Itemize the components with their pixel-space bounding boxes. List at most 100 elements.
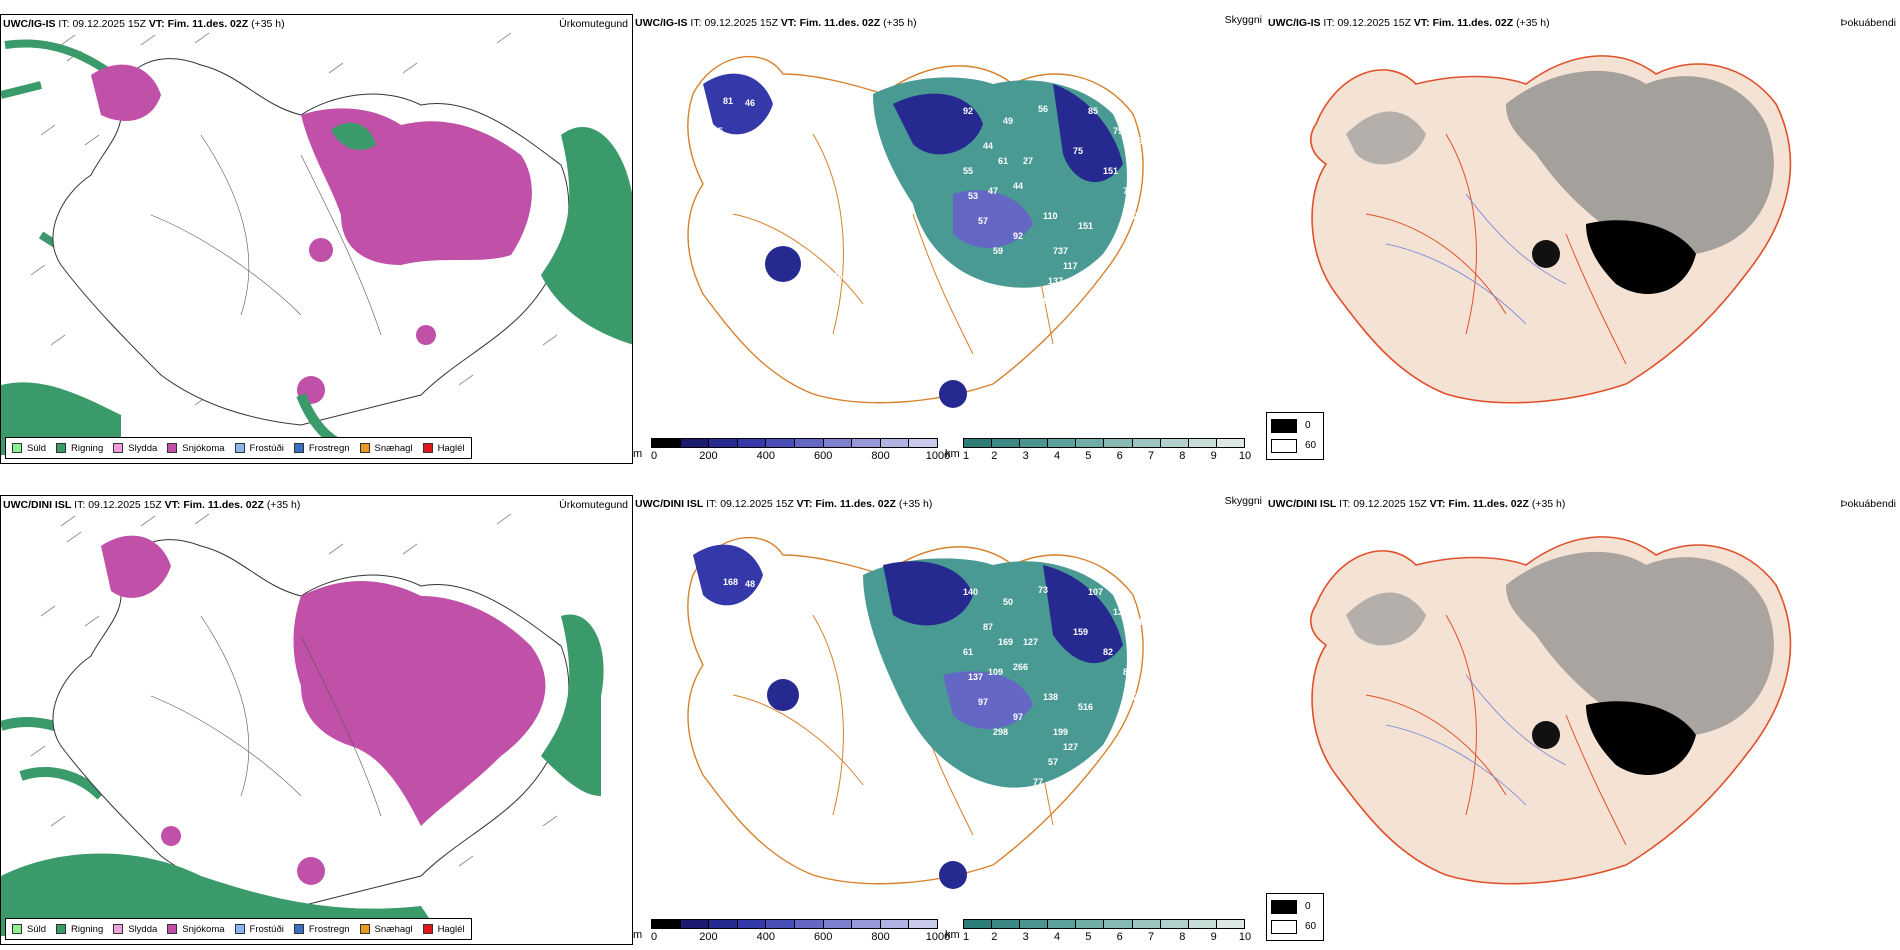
legend-swatch: [234, 443, 245, 453]
cloud-base-label: 59: [993, 246, 1003, 256]
fog-panel-label-row2: Þokuábendi: [1840, 498, 1896, 510]
colorbar-tick: 5: [1085, 931, 1092, 943]
colorbar-tick: 6: [1116, 450, 1123, 462]
fog-legend-swatch-0: [1271, 419, 1297, 433]
colorbar-cell: [737, 439, 767, 447]
legend-item-frostúði: Frostúði: [234, 924, 284, 935]
colorbar-tick: 3: [1022, 931, 1029, 943]
colorbar-tick: 10: [1238, 931, 1252, 943]
cloud-base-label: 50: [1003, 597, 1013, 607]
colorbar-cell: [852, 920, 881, 928]
colorbar-unit: m: [633, 448, 643, 460]
legend-label: Frostregn: [308, 442, 350, 454]
cloud-map-row1: 81 46 75 93 55 125 10 92 49 56 85 79 44 64 55 151 61 27 75…: [687, 55, 1163, 408]
legend-label: Slydda: [128, 923, 158, 935]
fog-panel-label-row1: Þokuábendi: [1840, 17, 1896, 29]
legend-swatch: [113, 924, 124, 934]
colorbar-tick: 7: [1147, 450, 1155, 462]
legend-item-rigning: Rigning: [56, 924, 103, 935]
legend-swatch: [293, 443, 304, 453]
cloud-base-label: 326: [1053, 366, 1068, 376]
colorbar-tick: 200: [699, 450, 718, 462]
fog-panel-row1: UWC/IG-IS IT: 09.12.2025 15Z VT: Fim. 11…: [1266, 14, 1900, 464]
precip-map-row1: [1, 32, 632, 455]
cloud-base-label: 365: [1113, 261, 1128, 271]
cloud-base-label: 516: [1078, 702, 1093, 712]
cloud-base-label: 44: [983, 141, 993, 151]
cloud-base-label: 186: [1043, 356, 1058, 366]
legend-swatch: [359, 924, 370, 934]
colorbar-cell: [1076, 920, 1105, 928]
colorbar-cell: [1188, 439, 1217, 447]
colorbar-cell: [652, 920, 681, 928]
legend-label: Snæhagl: [374, 442, 413, 454]
cloud-base-label: 90: [1053, 817, 1063, 827]
cloud-base-label: 55: [743, 136, 753, 146]
cloud-base-label: 127: [1023, 637, 1038, 647]
cloud-base-label: 57: [978, 216, 988, 226]
cloud-base-label: 53: [968, 191, 978, 201]
colorbar-tick: 400: [756, 931, 775, 943]
cloud-base-label: 221: [1083, 787, 1098, 797]
cloud-base-label: 61: [963, 647, 973, 657]
colorbar-cell: [1020, 920, 1049, 928]
cloud-base-label: 125: [723, 151, 738, 161]
colorbar-tick: 0: [651, 931, 658, 943]
cloud-base-label: 79: [1113, 126, 1123, 136]
cloud-base-label: 93: [783, 116, 793, 126]
legend-label: Snjókoma: [182, 442, 225, 454]
visibility-colorbar-row1: km 1 2 3 4 5 6 7 8 9 10: [945, 438, 1251, 464]
colorbar-cell: [992, 439, 1021, 447]
legend-item-snjókoma: Snjókoma: [167, 442, 225, 454]
cloud-base-label: 73: [1038, 585, 1048, 595]
colorbar-tick: 1: [963, 931, 970, 943]
cloud-base-label: 68: [713, 607, 723, 617]
cloud-base-label: 110: [1103, 817, 1118, 827]
cloud-base-label: 288: [1033, 386, 1048, 396]
colorbar-tick: 9: [1210, 450, 1217, 462]
colorbar-tick: 4: [1053, 931, 1061, 943]
cloud-base-label: 107: [1088, 587, 1103, 597]
legend-label: Súld: [27, 923, 47, 935]
cloud-base-label: 55: [963, 166, 973, 176]
legend-label: Rigning: [71, 923, 104, 935]
colorbar-unit: km: [945, 448, 960, 460]
legend-swatch: [422, 443, 433, 453]
colorbar-cell: [880, 439, 910, 447]
legend-item-slydda: Slydda: [113, 924, 157, 935]
cloud-title-row1: UWC/IG-IS IT: 09.12.2025 15Z VT: Fim. 11…: [635, 17, 917, 29]
legend-item-súld: Súld: [12, 443, 46, 454]
colorbar-cell: [737, 920, 767, 928]
panel-title-row2: UWC/DINI ISL IT: 09.12.2025 15Z VT: Fim.…: [3, 499, 301, 511]
colorbar-tick: 10: [1238, 450, 1252, 462]
cloud-base-label: 117: [1063, 261, 1078, 271]
cloud-base-label: 146: [828, 271, 843, 281]
colorbar-cell: [794, 439, 824, 447]
colorbar-cell: [964, 920, 993, 928]
colorbar-cell: [680, 439, 710, 447]
precip-legend-row1: Súld Rigning Slydda Snjókoma Frostúði Frostre…: [5, 437, 472, 459]
fog-title-row1: UWC/IG-IS IT: 09.12.2025 15Z VT: Fim. 11…: [1268, 17, 1550, 29]
cloud-base-label: 134: [973, 396, 988, 406]
colorbar-tick: 1000: [925, 931, 951, 943]
legend-item-frostregn: Frostregn: [293, 924, 350, 935]
legend-item-snjókoma: Snjókoma: [167, 924, 225, 935]
cloud-base-label: 169: [998, 637, 1013, 647]
fog-legend-swatch-60: [1271, 439, 1297, 453]
legend-swatch: [12, 443, 22, 453]
legend-item-frostregn: Frostregn: [293, 442, 350, 454]
colorbar-cell: [652, 439, 681, 447]
colorbar-cell: [823, 920, 853, 928]
cloud-base-label: 27: [1023, 156, 1033, 166]
legend-item-snæhagl: Snæhagl: [359, 924, 413, 935]
cloud-panel-row2: 168 48 68 85 10 47 47 140 50 73 107 135 87 107 61 82 169…: [633, 495, 1266, 945]
cloud-base-label: 82: [1103, 647, 1113, 657]
cloud-base-label: 75: [713, 126, 723, 136]
colorbar-tick: 200: [699, 931, 718, 943]
panel-title-row1: UWC/IG-IS IT: 09.12.2025 15Z VT: Fim. 11…: [3, 18, 285, 30]
cloud-base-label: 57: [1048, 757, 1058, 767]
colorbar-cell: [992, 920, 1021, 928]
legend-item-súld: Súld: [12, 924, 46, 935]
cloud-base-label: 107: [1138, 617, 1153, 627]
colorbar-cell: [823, 439, 853, 447]
